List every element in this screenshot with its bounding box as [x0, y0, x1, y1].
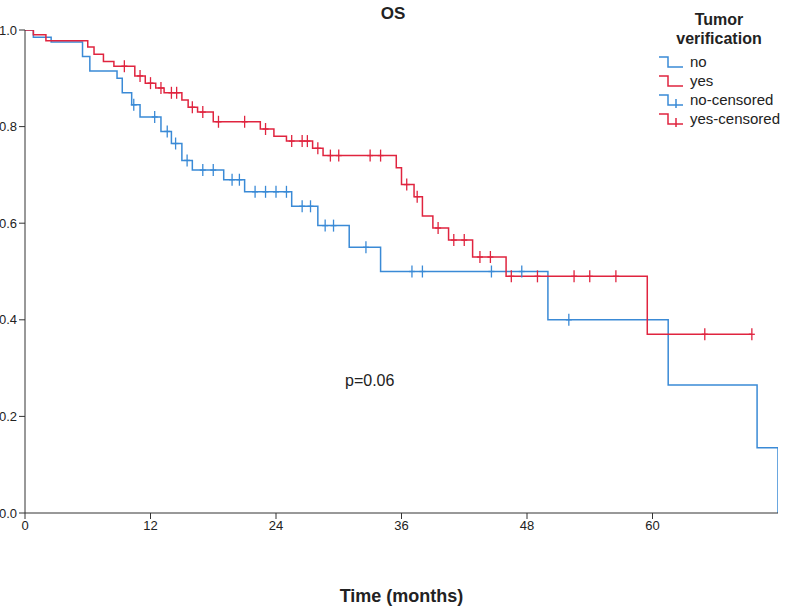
svg-text:24: 24: [269, 518, 283, 533]
svg-text:36: 36: [394, 518, 408, 533]
svg-text:0.0: 0.0: [0, 506, 17, 521]
svg-text:48: 48: [520, 518, 534, 533]
html-text:no-censored: no-censored: [690, 91, 774, 108]
svg-text:12: 12: [143, 518, 157, 533]
svg-text:1.0: 1.0: [0, 23, 17, 38]
svg-text:Time (months): Time (months): [340, 586, 464, 606]
html-text:p=0.06: p=0.06: [345, 372, 395, 389]
html-text:yes: yes: [690, 72, 714, 89]
svg-text:0.2: 0.2: [0, 409, 17, 424]
html-text:no: no: [690, 53, 707, 70]
svg-text:0.6: 0.6: [0, 216, 17, 231]
svg-text:0.8: 0.8: [0, 119, 17, 134]
svg-text:60: 60: [645, 518, 659, 533]
svg-text:0: 0: [21, 518, 28, 533]
svg-text:0.4: 0.4: [0, 312, 17, 327]
html-text:Tumor verification: Tumor verification: [676, 11, 762, 47]
html-text:yes-censored: yes-censored: [690, 110, 780, 127]
html-text:OS: OS: [380, 4, 406, 23]
